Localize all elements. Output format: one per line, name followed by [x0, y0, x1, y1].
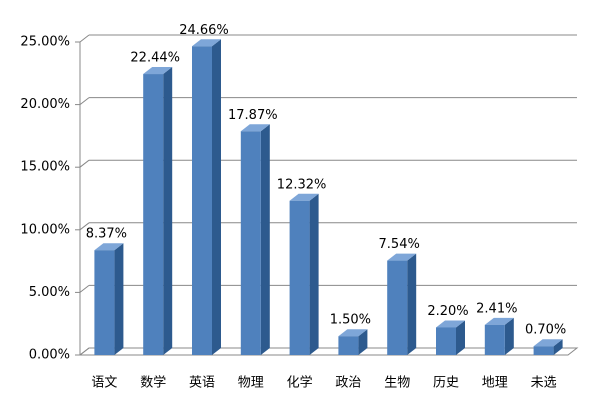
- x-tick-label: 英语: [189, 376, 215, 391]
- bar: [484, 324, 505, 355]
- bar-top: [240, 124, 270, 132]
- value-label: 12.32%: [277, 177, 327, 192]
- bar-side: [504, 317, 514, 355]
- x-tick-label: 数学: [140, 375, 166, 391]
- bar-side: [358, 329, 368, 355]
- value-label: 8.37%: [86, 227, 127, 242]
- value-label: 24.66%: [179, 23, 229, 38]
- bar-top: [143, 67, 173, 75]
- bar-side: [114, 243, 124, 355]
- bar-top: [484, 317, 514, 325]
- bar: [94, 250, 115, 355]
- bar-top: [533, 339, 563, 347]
- bar-side: [456, 320, 465, 355]
- value-label: 17.87%: [228, 108, 278, 123]
- bar: [387, 260, 408, 355]
- bar: [143, 74, 164, 355]
- x-tick-label: 历史: [433, 376, 459, 391]
- bar-side: [407, 253, 417, 355]
- value-label: 2.41%: [476, 301, 517, 316]
- bar-side: [163, 67, 173, 355]
- bar-top: [192, 39, 221, 47]
- y-tick-label: 20.00%: [20, 97, 70, 112]
- bar-top: [94, 243, 124, 251]
- bar-side: [260, 124, 270, 355]
- value-label: 1.50%: [330, 313, 371, 328]
- x-tick-label: 物理: [238, 376, 264, 391]
- bar: [338, 336, 359, 355]
- x-tick-label: 化学: [287, 375, 313, 391]
- value-label: 2.20%: [427, 304, 468, 319]
- bar-top: [387, 253, 417, 261]
- value-label: 0.70%: [525, 323, 566, 338]
- bar: [436, 327, 456, 355]
- grid-diagonal: [79, 159, 90, 168]
- grid-diagonal: [79, 347, 90, 356]
- y-tick-label: 10.00%: [20, 222, 70, 237]
- grid-diagonal: [79, 34, 90, 43]
- x-tick-label: 未选: [531, 376, 557, 391]
- y-tick-label: 25.00%: [20, 35, 70, 50]
- bar: [533, 346, 554, 355]
- bar-side: [309, 193, 319, 355]
- bar-top: [289, 193, 319, 201]
- x-tick-label: 语文: [91, 376, 117, 391]
- bar-side: [553, 339, 563, 355]
- value-label: 22.44%: [130, 51, 180, 66]
- y-tick-label: 0.00%: [29, 348, 70, 363]
- value-label: 7.54%: [379, 237, 420, 252]
- bar: [240, 131, 261, 355]
- grid-diagonal: [79, 97, 90, 105]
- x-tick-label: 政治: [335, 376, 361, 391]
- bar-top: [338, 329, 368, 337]
- y-tick-label: 5.00%: [29, 285, 70, 300]
- bar-top: [436, 320, 465, 328]
- grid-diagonal: [79, 285, 90, 293]
- bar: [289, 200, 310, 355]
- bar-side: [212, 39, 221, 355]
- bar: [192, 46, 212, 355]
- x-tick-label: 生物: [384, 376, 410, 391]
- y-tick-label: 15.00%: [20, 160, 70, 175]
- grid-diagonal: [79, 222, 90, 231]
- x-tick-label: 地理: [482, 376, 508, 391]
